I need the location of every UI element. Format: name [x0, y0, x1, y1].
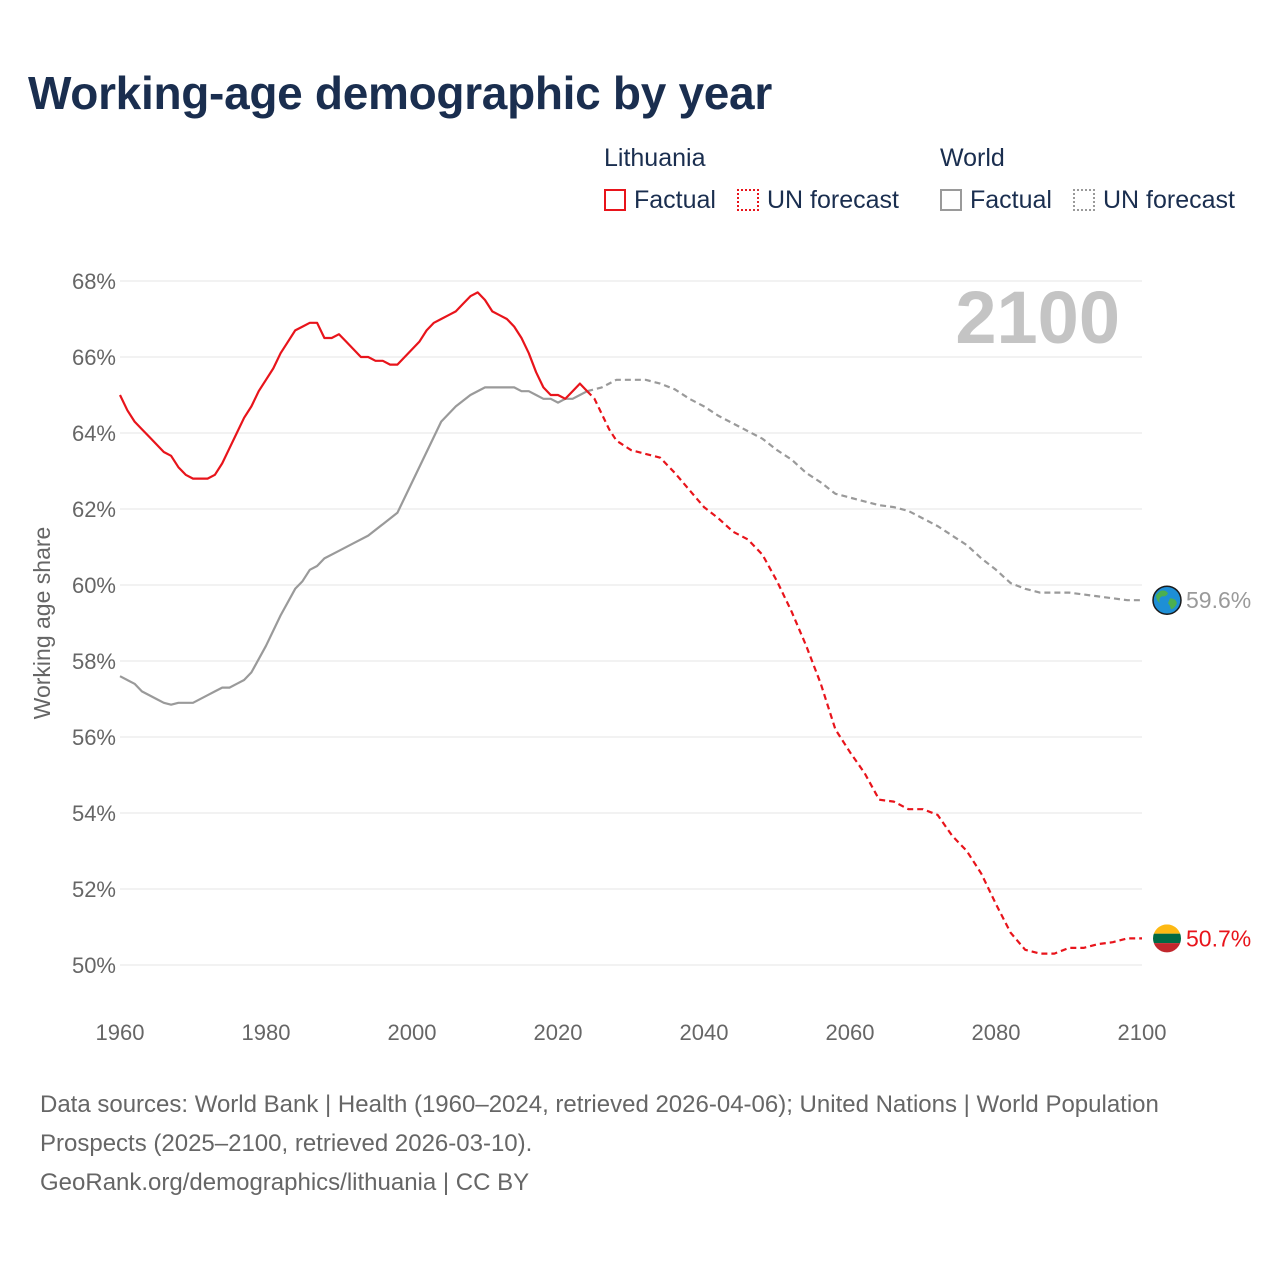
- legend-swatch-lithuania-factual: [604, 189, 626, 211]
- legend-world-forecast[interactable]: UN forecast: [1073, 184, 1235, 216]
- legend-world-factual[interactable]: Factual: [940, 184, 1052, 216]
- line-chart: 50% 52% 54% 56% 58% 60% 62% 64% 66% 68% 1960 1980 2…: [29, 269, 1251, 1045]
- source-note: Data sources: World Bank | Health (1960–…: [40, 1085, 1200, 1202]
- legend-swatch-world-factual: [940, 189, 962, 211]
- y-tick-label: 54%: [72, 801, 116, 826]
- legend-lithuania-title: Lithuania: [604, 144, 706, 172]
- x-tick-label: 2060: [826, 1020, 875, 1045]
- lithuania-flag-icon: [1153, 924, 1181, 953]
- legend-world-factual-label: Factual: [970, 185, 1052, 214]
- series-lines: [119, 291, 1142, 955]
- x-tick-label: 2040: [680, 1020, 729, 1045]
- y-tick-label: 62%: [72, 497, 116, 522]
- y-tick-label: 50%: [72, 953, 116, 978]
- legend-lithuania-forecast-label: UN forecast: [767, 185, 899, 214]
- lithuania-end-value: 50.7%: [1186, 925, 1251, 951]
- year-label: 2100: [955, 276, 1120, 359]
- legend-world-title: World: [940, 144, 1005, 172]
- source-line-2[interactable]: GeoRank.org/demographics/lithuania | CC …: [40, 1169, 530, 1196]
- legend-lithuania-factual[interactable]: Factual: [604, 184, 716, 216]
- legend-lithuania-factual-label: Factual: [634, 185, 716, 214]
- world-forecast-line: [586, 378, 1142, 602]
- source-line-1: Data sources: World Bank | Health (1960–…: [40, 1091, 1159, 1157]
- y-axis-label: Working age share: [29, 527, 55, 720]
- x-tick-label: 2080: [972, 1020, 1021, 1045]
- x-tick-label: 1960: [96, 1020, 145, 1045]
- y-tick-label: 66%: [72, 345, 116, 370]
- y-tick-label: 68%: [72, 269, 116, 294]
- globe-icon: [1152, 585, 1182, 615]
- chart-title: Working-age demographic by year: [28, 67, 772, 119]
- lithuania-forecast-line: [586, 390, 1142, 955]
- x-tick-label: 2100: [1118, 1020, 1167, 1045]
- y-tick-label: 52%: [72, 877, 116, 902]
- world-end-value: 59.6%: [1186, 587, 1251, 613]
- legend-world-forecast-label: UN forecast: [1103, 185, 1235, 214]
- legend-swatch-world-forecast: [1073, 189, 1095, 211]
- legend-swatch-lithuania-forecast: [737, 189, 759, 211]
- x-tick-label: 2020: [534, 1020, 583, 1045]
- grid-lines: [120, 280, 1142, 966]
- y-tick-label: 58%: [72, 649, 116, 674]
- x-tick-label: 1980: [242, 1020, 291, 1045]
- y-tick-label: 60%: [72, 573, 116, 598]
- y-axis-ticks: 50% 52% 54% 56% 58% 60% 62% 64% 66% 68%: [72, 269, 116, 978]
- world-factual-line: [119, 386, 588, 706]
- lithuania-factual-line: [119, 291, 588, 480]
- y-tick-label: 56%: [72, 725, 116, 750]
- x-tick-label: 2000: [388, 1020, 437, 1045]
- legend-lithuania-forecast[interactable]: UN forecast: [737, 184, 899, 216]
- y-tick-label: 64%: [72, 421, 116, 446]
- x-axis-ticks: 1960 1980 2000 2020 2040 2060 2080 2100: [96, 1020, 1167, 1045]
